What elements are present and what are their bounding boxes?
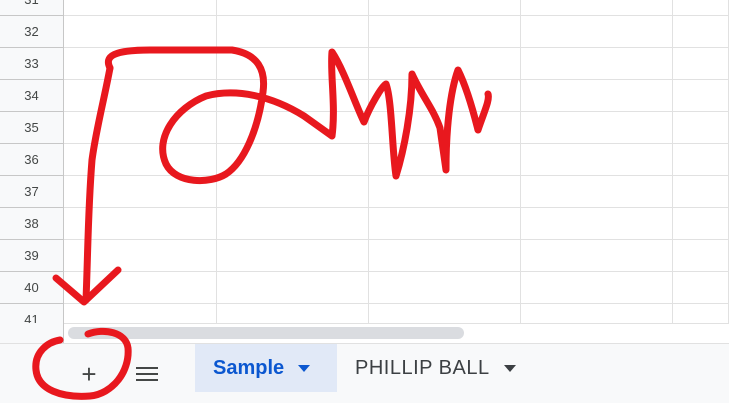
row-header[interactable]: 33 bbox=[0, 48, 64, 80]
row-header[interactable]: 37 bbox=[0, 176, 64, 208]
cell[interactable] bbox=[521, 0, 673, 15]
cell[interactable] bbox=[64, 144, 217, 175]
cell[interactable] bbox=[673, 80, 729, 111]
sheet-row[interactable] bbox=[64, 304, 729, 323]
cell[interactable] bbox=[369, 16, 521, 47]
cell[interactable] bbox=[673, 112, 729, 143]
sheet-row[interactable] bbox=[64, 16, 729, 48]
cell[interactable] bbox=[521, 240, 673, 271]
cell[interactable] bbox=[64, 0, 217, 15]
cell[interactable] bbox=[369, 80, 521, 111]
cell[interactable] bbox=[673, 176, 729, 207]
cell[interactable] bbox=[521, 144, 673, 175]
row-header[interactable]: 32 bbox=[0, 16, 64, 48]
cell[interactable] bbox=[521, 16, 673, 47]
cell[interactable] bbox=[673, 240, 729, 271]
cell[interactable] bbox=[369, 208, 521, 239]
cell[interactable] bbox=[369, 240, 521, 271]
sheet-row[interactable] bbox=[64, 144, 729, 176]
cell[interactable] bbox=[64, 80, 217, 111]
row-header[interactable]: 40 bbox=[0, 272, 64, 304]
sheet-row[interactable] bbox=[64, 112, 729, 144]
cell[interactable] bbox=[217, 176, 369, 207]
cell[interactable] bbox=[217, 144, 369, 175]
sheet-row[interactable] bbox=[64, 176, 729, 208]
cell[interactable] bbox=[64, 240, 217, 271]
sheet-tab-sample[interactable]: Sample bbox=[195, 344, 337, 392]
add-sheet-button[interactable]: + bbox=[70, 358, 108, 390]
all-sheets-button[interactable] bbox=[128, 358, 166, 390]
cell[interactable] bbox=[217, 304, 369, 323]
sheet-tab-phillip-ball[interactable]: PHILLIP BALL bbox=[337, 344, 537, 392]
cell[interactable] bbox=[217, 208, 369, 239]
sheet-tab-label: Sample bbox=[213, 356, 285, 379]
chevron-down-icon[interactable] bbox=[503, 364, 516, 372]
row-header[interactable]: 39 bbox=[0, 240, 64, 272]
cell[interactable] bbox=[217, 80, 369, 111]
cell[interactable] bbox=[521, 176, 673, 207]
sheet-row[interactable] bbox=[64, 0, 729, 16]
row-header[interactable]: 38 bbox=[0, 208, 64, 240]
sheet-row[interactable] bbox=[64, 272, 729, 304]
cell[interactable] bbox=[64, 208, 217, 239]
cell[interactable] bbox=[673, 0, 729, 15]
cell[interactable] bbox=[64, 48, 217, 79]
cell[interactable] bbox=[217, 0, 369, 15]
cell[interactable] bbox=[64, 16, 217, 47]
row-header[interactable]: 34 bbox=[0, 80, 64, 112]
cell[interactable] bbox=[369, 48, 521, 79]
row-header[interactable]: 36 bbox=[0, 144, 64, 176]
cell[interactable] bbox=[64, 272, 217, 303]
cell[interactable] bbox=[521, 80, 673, 111]
sheet-row[interactable] bbox=[64, 240, 729, 272]
cell[interactable] bbox=[369, 272, 521, 303]
cell[interactable] bbox=[217, 112, 369, 143]
cell[interactable] bbox=[369, 0, 521, 15]
cell[interactable] bbox=[217, 240, 369, 271]
row-header[interactable]: 31 bbox=[0, 0, 64, 16]
sheet-row[interactable] bbox=[64, 208, 729, 240]
cell[interactable] bbox=[64, 112, 217, 143]
hamburger-icon bbox=[136, 367, 158, 381]
scroll-corner bbox=[0, 323, 64, 343]
cell[interactable] bbox=[369, 176, 521, 207]
cell[interactable] bbox=[521, 208, 673, 239]
cell[interactable] bbox=[673, 304, 729, 323]
sheet-grid[interactable]: 3132333435363738394041 bbox=[0, 0, 729, 323]
cell[interactable] bbox=[673, 208, 729, 239]
cell[interactable] bbox=[217, 16, 369, 47]
cell[interactable] bbox=[521, 272, 673, 303]
sheet-row[interactable] bbox=[64, 80, 729, 112]
cell[interactable] bbox=[369, 144, 521, 175]
cell[interactable] bbox=[64, 304, 217, 323]
cell[interactable] bbox=[673, 16, 729, 47]
cell[interactable] bbox=[673, 48, 729, 79]
row-header[interactable]: 41 bbox=[0, 304, 64, 323]
row-header[interactable]: 35 bbox=[0, 112, 64, 144]
cell[interactable] bbox=[521, 112, 673, 143]
sheet-row[interactable] bbox=[64, 48, 729, 80]
cell[interactable] bbox=[217, 48, 369, 79]
horizontal-scrollbar-thumb[interactable] bbox=[68, 327, 464, 339]
sheet-tab-label: PHILLIP BALL bbox=[355, 356, 490, 379]
cell[interactable] bbox=[521, 304, 673, 323]
chevron-down-icon[interactable] bbox=[298, 364, 311, 372]
cell[interactable] bbox=[673, 144, 729, 175]
sheet-tab-bar: + Sample PHILLIP BALL bbox=[0, 343, 729, 403]
cell[interactable] bbox=[673, 272, 729, 303]
cell[interactable] bbox=[64, 176, 217, 207]
plus-icon: + bbox=[81, 358, 97, 389]
cell[interactable] bbox=[369, 112, 521, 143]
cell[interactable] bbox=[521, 48, 673, 79]
cell[interactable] bbox=[369, 304, 521, 323]
cell[interactable] bbox=[217, 272, 369, 303]
